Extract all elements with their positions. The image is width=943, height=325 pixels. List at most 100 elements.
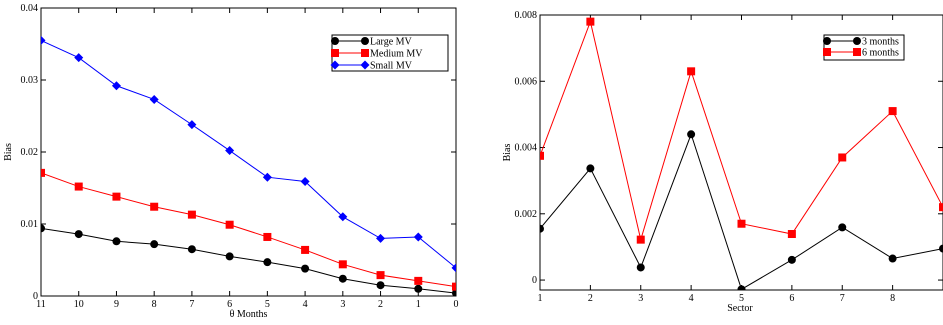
data-point xyxy=(187,245,196,254)
data-point xyxy=(636,263,645,272)
y-tick-label: 0.03 xyxy=(21,75,39,86)
bias-by-months-chart: 11 10 9 8 7 6 5 4 3 2 1 000.010.020.030.04θ MonthsB… xyxy=(3,3,459,320)
y-tick-label: 0.006 xyxy=(515,76,538,87)
y-axis-title: Bias xyxy=(3,143,14,161)
data-point xyxy=(540,224,544,233)
data-point xyxy=(888,107,897,116)
x-tick-label: 2 xyxy=(378,299,383,310)
x-tick-label: 11 xyxy=(36,299,46,310)
y-tick-label: 0.04 xyxy=(21,3,39,14)
data-point xyxy=(787,255,796,264)
legend-marker xyxy=(853,37,861,45)
data-point xyxy=(452,289,456,296)
data-point xyxy=(414,284,423,293)
data-point xyxy=(413,232,423,242)
x-tick-label: 4 xyxy=(303,299,308,310)
data-point xyxy=(939,244,943,253)
data-point xyxy=(586,17,595,26)
legend-marker xyxy=(330,60,340,70)
y-tick-label: 0.01 xyxy=(21,219,39,230)
x-tick-label: 2 xyxy=(588,293,593,304)
legend-label: Small MV xyxy=(370,61,413,72)
x-tick-label: 8 xyxy=(890,293,895,304)
data-point xyxy=(149,94,159,104)
data-point xyxy=(225,146,235,156)
data-point xyxy=(376,281,385,290)
data-point xyxy=(74,182,83,191)
data-point xyxy=(112,237,121,246)
legend-marker xyxy=(361,49,369,57)
data-point xyxy=(376,271,385,280)
legend-marker xyxy=(823,48,831,56)
data-point xyxy=(414,276,423,285)
bias-by-sector-chart: 1 2 3 4 5 6 7 8 0 0.002 0.004 0.006 0.008 Sector Bias 3… xyxy=(502,10,943,314)
x-axis-title: Sector xyxy=(727,303,753,314)
data-point xyxy=(225,252,234,261)
data-point xyxy=(301,264,310,273)
x-tick-label: 6 xyxy=(789,293,794,304)
legend-marker xyxy=(823,37,831,45)
data-point xyxy=(451,263,456,273)
data-point xyxy=(263,232,272,241)
data-point xyxy=(687,130,696,139)
y-tick-label: 0 xyxy=(532,275,537,286)
series-line-0 xyxy=(540,132,943,290)
data-point xyxy=(41,35,46,45)
legend-marker xyxy=(331,37,339,45)
x-tick-label: 4 xyxy=(689,293,694,304)
data-point xyxy=(300,177,310,187)
x-tick-label: 3 xyxy=(340,299,345,310)
x-tick-label: 8 xyxy=(152,299,157,310)
x-tick-label: 1 xyxy=(416,299,421,310)
data-point xyxy=(838,223,847,232)
data-point xyxy=(687,67,696,76)
data-point xyxy=(150,240,159,249)
legend-box xyxy=(823,34,905,61)
data-point xyxy=(737,285,746,290)
data-point xyxy=(376,233,386,243)
x-tick-label: 5 xyxy=(265,299,270,310)
legend-label: 6 months xyxy=(862,48,899,59)
legend-marker xyxy=(331,49,339,57)
data-point xyxy=(225,220,234,229)
x-tick-label: 9 xyxy=(114,299,119,310)
data-point xyxy=(939,203,943,212)
data-point xyxy=(187,210,196,219)
data-point xyxy=(187,120,197,130)
legend-label: Large MV xyxy=(370,37,413,48)
series-line-0 xyxy=(41,227,456,294)
x-tick-label: 7 xyxy=(840,293,845,304)
x-tick-label: 1 xyxy=(538,293,543,304)
x-tick-label: 0 xyxy=(454,299,459,310)
data-point xyxy=(452,282,456,291)
data-point xyxy=(586,164,595,173)
y-tick-label: 0.004 xyxy=(515,143,538,154)
data-point xyxy=(338,212,348,222)
x-tick-label: 6 xyxy=(227,299,232,310)
data-point xyxy=(262,172,272,182)
data-point xyxy=(150,202,159,211)
plot-area xyxy=(540,17,943,290)
y-tick-label: 0.002 xyxy=(515,209,538,220)
data-point xyxy=(787,230,796,239)
y-tick-label: 0.02 xyxy=(21,147,39,158)
data-point xyxy=(338,260,347,269)
x-tick-label: 10 xyxy=(74,299,84,310)
plot-area xyxy=(41,35,456,296)
y-tick-label: 0 xyxy=(33,291,38,302)
legend-marker xyxy=(360,60,370,70)
legend-label: 3 months xyxy=(862,37,899,48)
y-tick-label: 0.008 xyxy=(515,10,538,21)
legend-marker xyxy=(853,48,861,56)
data-point xyxy=(112,192,121,201)
data-point xyxy=(737,219,746,228)
data-point xyxy=(540,151,544,160)
x-tick-label: 7 xyxy=(189,299,194,310)
x-tick-label: 5 xyxy=(739,293,744,304)
x-tick-label: 3 xyxy=(638,293,643,304)
data-point xyxy=(111,81,121,91)
legend-marker xyxy=(361,37,369,45)
data-point xyxy=(41,224,45,233)
data-point xyxy=(74,230,83,239)
